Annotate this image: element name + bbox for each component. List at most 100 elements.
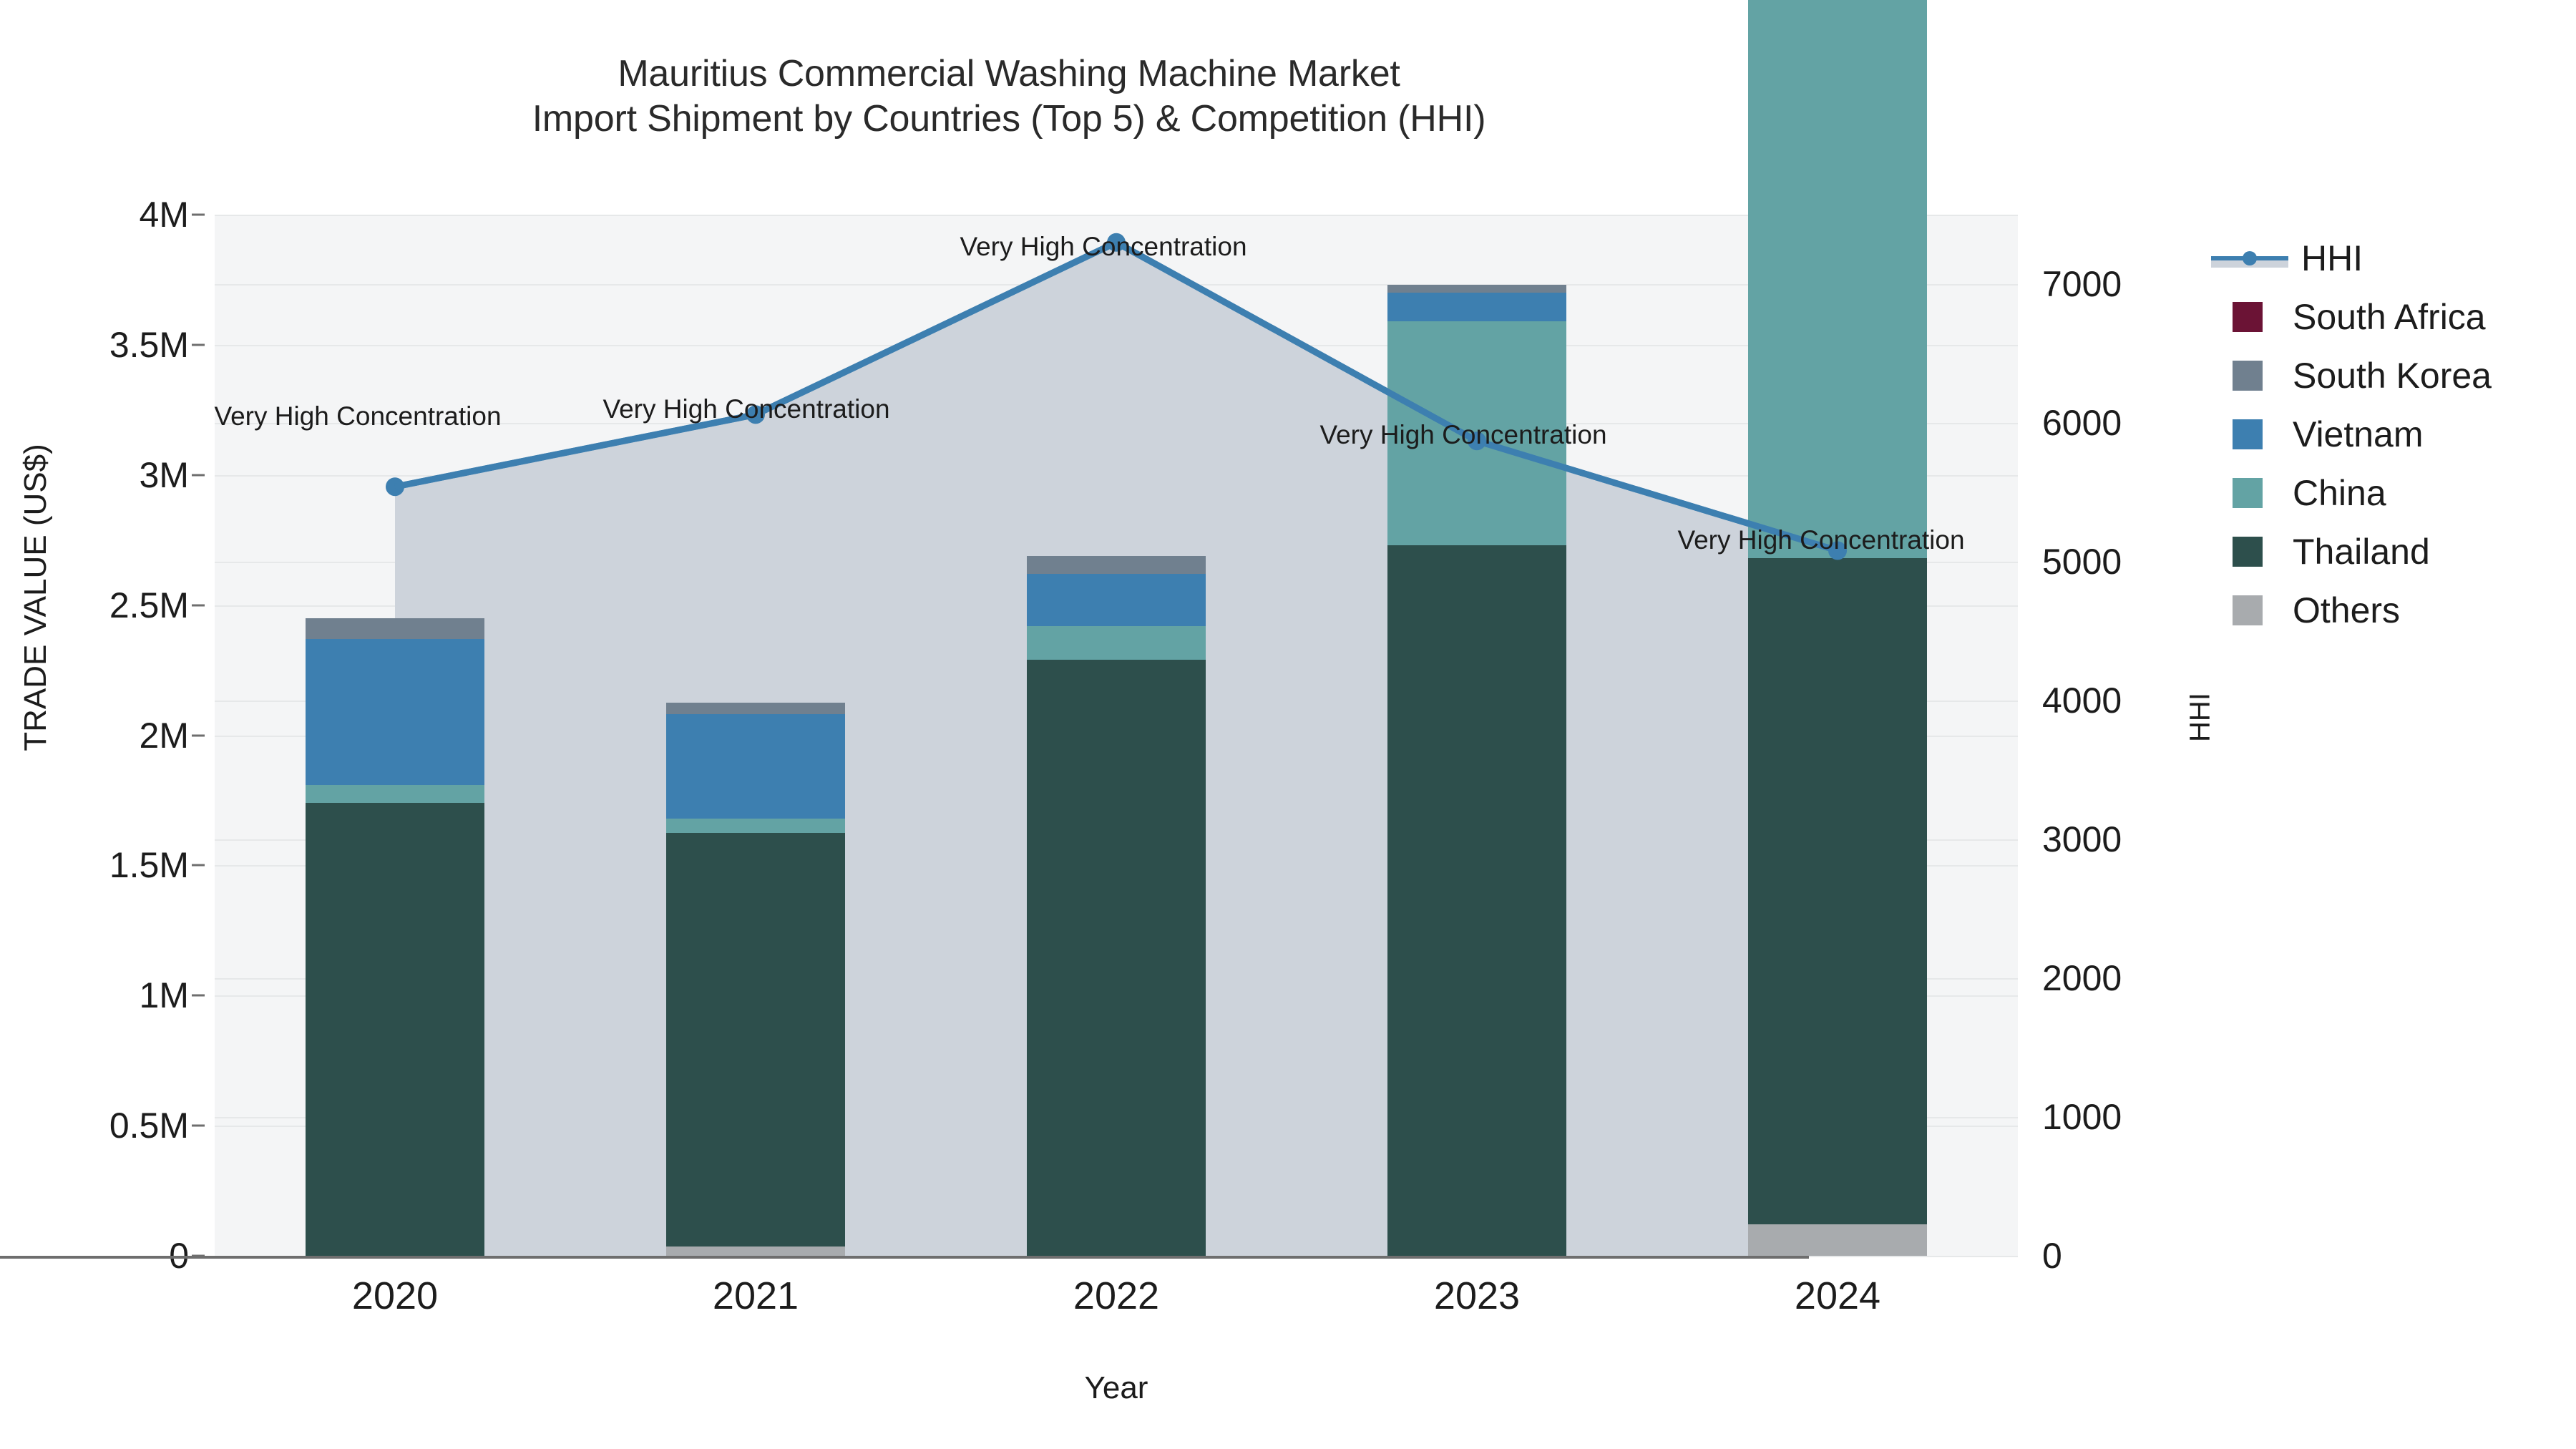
- y-axis-left-title: TRADE VALUE (US$): [18, 444, 53, 751]
- y-axis-left-tickmark-7: [192, 343, 205, 346]
- y-axis-left-tick-1M: 1M: [139, 975, 189, 1016]
- x-axis-tick-2021: 2021: [712, 1274, 799, 1317]
- color-swatch-icon: [2233, 537, 2263, 567]
- bar-group-2023[interactable]: [1387, 285, 1566, 1256]
- bar-segment-2020-vietnam[interactable]: [306, 638, 484, 785]
- y-axis-right-tick-7000: 7000: [2042, 264, 2122, 304]
- bar-group-2020[interactable]: [306, 618, 484, 1256]
- hhi-line-top-seg-3: [1114, 239, 1479, 444]
- bar-segment-2024-others[interactable]: [1748, 1224, 1927, 1256]
- bar-segment-2021-south-korea[interactable]: [666, 703, 845, 715]
- x-axis-title: Year: [1084, 1370, 1148, 1405]
- hhi-line-top-seg-4: [1475, 437, 1839, 554]
- hhi-line-top-seg-2: [754, 239, 1118, 418]
- y-axis-right-tick-5000: 5000: [2042, 542, 2122, 582]
- bar-segment-2021-thailand[interactable]: [666, 832, 845, 1247]
- y-axis-left-tickmark-8: [192, 213, 205, 216]
- gridline-left-8: [215, 215, 2018, 216]
- bar-group-2021[interactable]: [666, 703, 845, 1256]
- y-axis-left-tickmark-5: [192, 604, 205, 607]
- bar-segment-2022-thailand[interactable]: [1027, 660, 1206, 1256]
- x-axis-tick-2023: 2023: [1433, 1274, 1521, 1317]
- x-axis-tick-2020: 2020: [351, 1274, 439, 1317]
- y-axis-right-tick-2000: 2000: [2042, 958, 2122, 998]
- plot-area: Very High Concentration Very High Concent…: [214, 0, 2018, 1257]
- hhi-marker-2024[interactable]: [1828, 541, 1847, 560]
- bar-segment-2023-south-korea[interactable]: [1387, 285, 1566, 293]
- y-axis-left-tick-3M: 3M: [139, 454, 189, 495]
- color-swatch-icon: [2233, 595, 2263, 625]
- hhi-markers-svg: [386, 233, 1847, 560]
- bar-segment-2022-south-korea[interactable]: [1027, 555, 1206, 574]
- legend-item-thailand[interactable]: Thailand: [2211, 522, 2569, 581]
- annotation-2023: Very High Concentration: [1319, 420, 1607, 449]
- legend-item-vietnam[interactable]: Vietnam: [2211, 405, 2569, 464]
- annotations: Very High Concentration Very High Concent…: [214, 215, 2018, 1256]
- bar-segment-2021-others[interactable]: [666, 1246, 845, 1256]
- chart-title-line-1: Mauritius Commercial Washing Machine Mar…: [618, 53, 1400, 94]
- legend-item-label: HHI: [2301, 238, 2363, 278]
- y-axis-left-tick-4M: 4M: [139, 195, 189, 235]
- legend-line-dot: [2243, 251, 2257, 265]
- legend-item-south-korea[interactable]: South Korea: [2211, 346, 2569, 405]
- legend-item-south-africa[interactable]: South Africa: [2211, 288, 2569, 346]
- y-axis-left-tick-1.5M: 1.5M: [109, 845, 189, 886]
- y-axis-right-tick-1000: 1000: [2042, 1097, 2122, 1137]
- bar-group-2024[interactable]: [1748, 0, 1927, 1256]
- y-axis-left-tick-0.5M: 0.5M: [109, 1106, 189, 1146]
- chart-title-line-2: Import Shipment by Countries (Top 5) & C…: [532, 98, 1486, 140]
- legend-item-label: Thailand: [2293, 532, 2430, 572]
- y-axis-left-tick-2.5M: 2.5M: [109, 585, 189, 625]
- color-swatch-icon: [2233, 361, 2263, 391]
- x-axis-tick-2022: 2022: [1073, 1274, 1160, 1317]
- legend-item-label: South Africa: [2293, 297, 2486, 337]
- legend-item-hhi[interactable]: HHI: [2211, 229, 2569, 288]
- bar-segment-2020-china[interactable]: [306, 784, 484, 804]
- y-axis-left-tickmark-4: [192, 734, 205, 736]
- color-swatch-icon: [2233, 302, 2263, 332]
- legend-item-label: Others: [2293, 590, 2401, 630]
- y-axis-left-tickmark-2: [192, 994, 205, 997]
- bar-segment-2023-vietnam[interactable]: [1387, 293, 1566, 322]
- bar-segment-2021-vietnam[interactable]: [666, 714, 845, 819]
- color-swatch-icon: [2233, 419, 2263, 449]
- y-axis-right-tick-0: 0: [2042, 1236, 2062, 1276]
- legend-item-label: South Korea: [2293, 356, 2492, 396]
- y-axis-right: 0 1000 2000 3000 4000 5000 6000 7000: [2018, 215, 2233, 1276]
- hhi-line-top-seg-1: [394, 411, 756, 490]
- bar-group-2022[interactable]: [1027, 555, 1206, 1256]
- y-axis-right-tick-6000: 6000: [2042, 403, 2122, 443]
- annotation-2024: Very High Concentration: [1677, 525, 1965, 555]
- bar-segment-2024-thailand[interactable]: [1748, 558, 1927, 1225]
- color-swatch-icon: [2233, 478, 2263, 508]
- y-axis-left-tickmark-1: [192, 1124, 205, 1127]
- chart-title: Mauritius Commercial Washing Machine Mar…: [0, 52, 2018, 142]
- x-axis-tick-2024: 2024: [1794, 1274, 1881, 1317]
- annotation-2020: Very High Concentration: [214, 401, 502, 431]
- annotation-2022: Very High Concentration: [960, 232, 1247, 261]
- y-axis-right-tick-4000: 4000: [2042, 680, 2122, 721]
- legend-item-label: Vietnam: [2293, 414, 2424, 454]
- bar-segment-2023-thailand[interactable]: [1387, 545, 1566, 1256]
- legend-item-china[interactable]: China: [2211, 464, 2569, 522]
- bar-series: [215, 0, 2018, 1256]
- y-axis-right-tick-3000: 3000: [2042, 819, 2122, 859]
- y-axis-left-tickmark-6: [192, 474, 205, 477]
- bar-segment-2024-china[interactable]: [1748, 0, 1927, 559]
- legend-item-label: China: [2293, 473, 2386, 513]
- x-axis-line: [0, 1256, 1809, 1259]
- bar-segment-2022-china[interactable]: [1027, 625, 1206, 660]
- bar-segment-2020-thailand[interactable]: [306, 803, 484, 1256]
- y-axis-left-tick-3.5M: 3.5M: [109, 324, 189, 365]
- annotation-2021: Very High Concentration: [602, 394, 890, 424]
- legend: HHI South Africa South Korea Vietnam China Th…: [2211, 229, 2569, 640]
- line-marker-icon: [2211, 243, 2288, 273]
- y-axis-left-tickmark-3: [192, 864, 205, 867]
- legend-item-others[interactable]: Others: [2211, 581, 2569, 640]
- bar-segment-2020-south-korea[interactable]: [306, 618, 484, 639]
- y-axis-left-tick-2M: 2M: [139, 715, 189, 756]
- bar-segment-2022-vietnam[interactable]: [1027, 573, 1206, 626]
- bar-segment-2021-china[interactable]: [666, 818, 845, 833]
- x-axis-tick-labels: 2020 2021 2022 2023 2024: [215, 1274, 2018, 1338]
